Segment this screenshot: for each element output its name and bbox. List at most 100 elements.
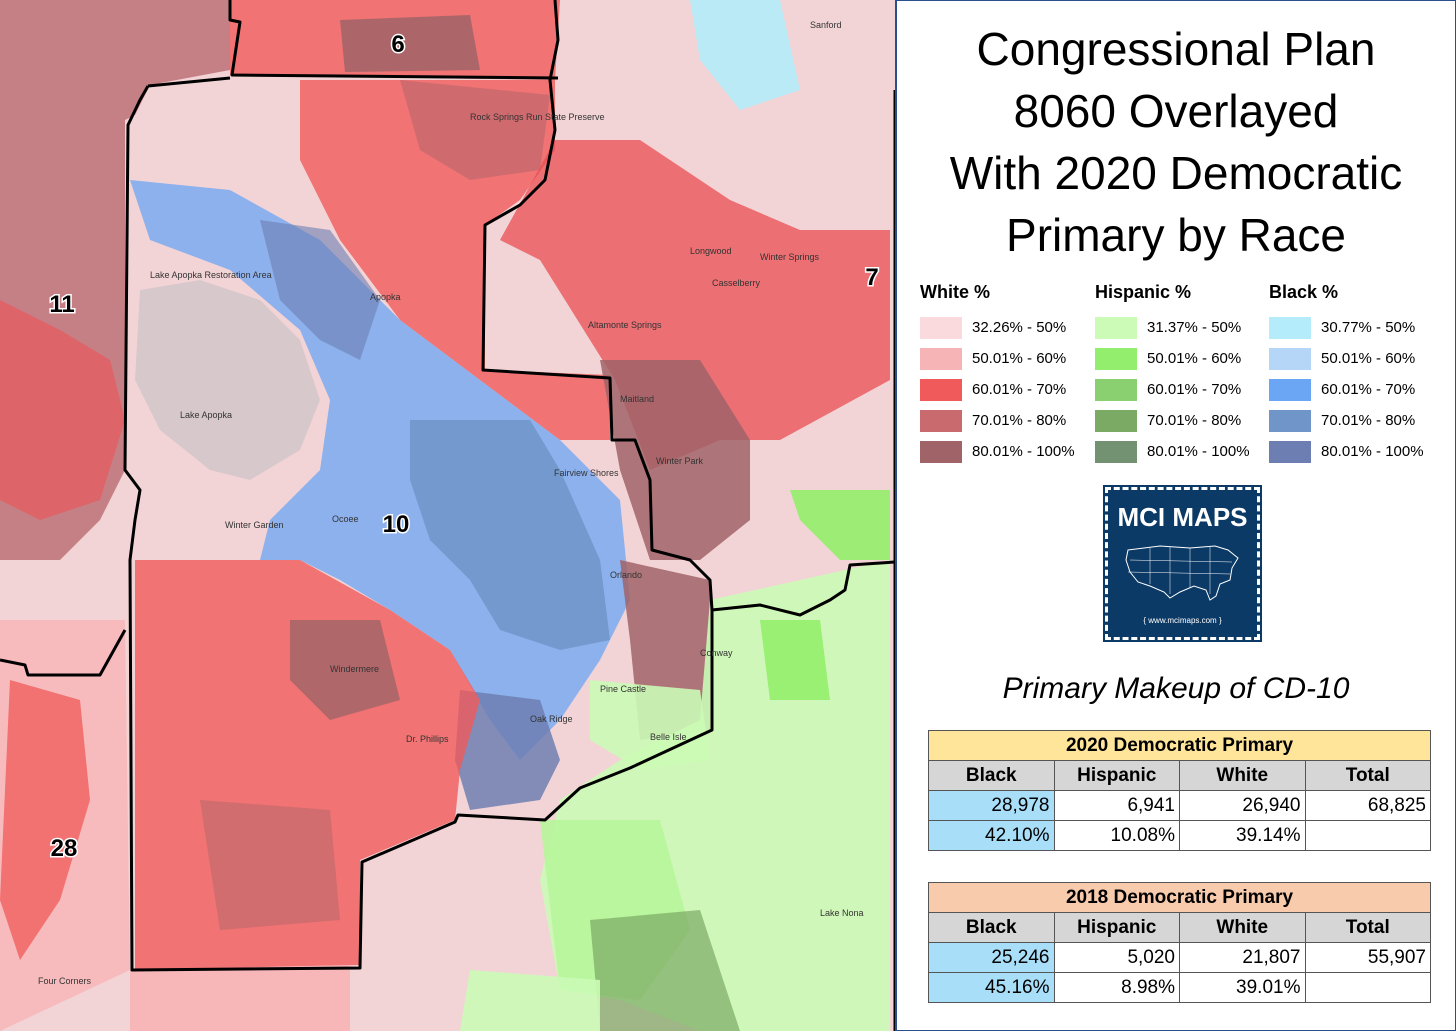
area-district6-dark xyxy=(340,15,480,72)
table-caption: 2020 Democratic Primary xyxy=(928,730,1431,761)
table-cell: 25,246 xyxy=(928,942,1055,973)
legend-item: 31.37% - 50% xyxy=(1095,312,1265,343)
area-hispanic-east xyxy=(760,620,830,700)
legend-label: 50.01% - 60% xyxy=(972,350,1067,367)
legend-swatch xyxy=(920,316,962,339)
column-header: Total xyxy=(1304,912,1431,943)
legend-label: 80.01% - 100% xyxy=(972,443,1075,460)
column-header: White xyxy=(1179,760,1306,791)
place-label: Ocoee xyxy=(332,514,359,524)
legend-swatch xyxy=(1269,440,1311,463)
column-header: Total xyxy=(1304,760,1431,791)
title-line: Primary by Race xyxy=(1006,209,1346,261)
info-panel: Congressional Plan 8060 Overlayed With 2… xyxy=(898,0,1454,1031)
place-label: Winter Park xyxy=(656,456,704,466)
primary-2020-table: 2020 Democratic Primary Black Hispanic W… xyxy=(928,730,1431,851)
area-black-apopka xyxy=(260,220,380,360)
column-header: Black xyxy=(928,760,1055,791)
legend-label: 32.26% - 50% xyxy=(972,319,1067,336)
legend-swatch xyxy=(1095,409,1137,432)
title-line: 8060 Overlayed xyxy=(1013,85,1339,137)
district-map[interactable]: 6 7 10 11 28 Lake Apopka Restoration Are… xyxy=(0,0,895,1031)
title-line: Congressional Plan xyxy=(976,23,1376,75)
us-map-icon xyxy=(1125,545,1239,601)
legend-heading: Hispanic % xyxy=(1095,282,1192,302)
legend-label: 60.01% - 70% xyxy=(1147,381,1242,398)
legend-label: 80.01% - 100% xyxy=(1321,443,1424,460)
legend-item: 50.01% - 60% xyxy=(1095,343,1265,374)
column-header: Hispanic xyxy=(1053,912,1180,943)
table-cell: 6,941 xyxy=(1053,790,1180,821)
table-row: 25,246 5,020 21,807 55,907 xyxy=(928,942,1431,973)
legend-swatch xyxy=(1095,347,1137,370)
area-hispanic-pine-castle xyxy=(590,680,710,770)
place-label: Sanford xyxy=(810,20,842,30)
legend-item: 60.01% - 70% xyxy=(1095,374,1265,405)
place-label: Rock Springs Run State Preserve xyxy=(470,112,605,122)
area-rock-springs xyxy=(400,80,550,180)
place-label: Casselberry xyxy=(712,278,761,288)
column-header: Black xyxy=(928,912,1055,943)
table-cell: 42.10% xyxy=(928,820,1055,851)
map-panel[interactable]: 6 7 10 11 28 Lake Apopka Restoration Are… xyxy=(0,0,897,1031)
lake-apopka xyxy=(135,280,320,480)
logo-url: { www.mcimaps.com } xyxy=(1143,616,1222,625)
place-label: Four Corners xyxy=(38,976,92,986)
legend-item: 70.01% - 80% xyxy=(920,405,1090,436)
legend-swatch xyxy=(1095,440,1137,463)
table-row: 28,978 6,941 26,940 68,825 xyxy=(928,790,1431,821)
legend-swatch xyxy=(920,378,962,401)
area-winter-park xyxy=(600,360,750,560)
table-caption: 2018 Democratic Primary xyxy=(928,882,1431,913)
place-label: Lake Apopka Restoration Area xyxy=(150,270,272,280)
district-label-6: 6 xyxy=(391,31,404,58)
legend-swatch xyxy=(920,440,962,463)
legend-item: 50.01% - 60% xyxy=(920,343,1090,374)
legend-heading: White % xyxy=(920,282,990,302)
area-sanford-black xyxy=(690,0,800,110)
legend-item: 80.01% - 100% xyxy=(920,436,1090,467)
table-row: 45.16% 8.98% 39.01% xyxy=(928,972,1431,1003)
legend-item: 30.77% - 50% xyxy=(1269,312,1439,343)
place-label: Windermere xyxy=(330,664,379,674)
table-cell: 68,825 xyxy=(1304,790,1431,821)
table-cell xyxy=(1304,972,1431,1003)
legend-label: 70.01% - 80% xyxy=(1321,412,1416,429)
district-label-10: 10 xyxy=(383,511,410,538)
table-cell: 26,940 xyxy=(1179,790,1306,821)
table-cell xyxy=(1304,820,1431,851)
map-title: Congressional Plan 8060 Overlayed With 2… xyxy=(898,18,1454,266)
table-cell: 21,807 xyxy=(1179,942,1306,973)
legend-item: 80.01% - 100% xyxy=(1269,436,1439,467)
district-label-7: 7 xyxy=(865,264,878,291)
primary-2018-table: 2018 Democratic Primary Black Hispanic W… xyxy=(928,882,1431,1003)
legend-swatch xyxy=(920,347,962,370)
table-cell: 39.01% xyxy=(1179,972,1306,1003)
area-hispanic-south xyxy=(590,910,740,1031)
legend-label: 31.37% - 50% xyxy=(1147,319,1242,336)
legend-item: 70.01% - 80% xyxy=(1269,405,1439,436)
area-black-core xyxy=(410,420,610,650)
area-northeast-red xyxy=(500,140,890,470)
legend-label: 70.01% - 80% xyxy=(1147,412,1242,429)
place-label: Lake Nona xyxy=(820,908,864,918)
place-label: Winter Garden xyxy=(225,520,284,530)
table-subtitle: Primary Makeup of CD-10 xyxy=(1002,672,1350,705)
legend-label: 60.01% - 70% xyxy=(972,381,1067,398)
place-label: Dr. Phillips xyxy=(406,734,449,744)
place-label: Orlando xyxy=(610,570,642,580)
legend-swatch xyxy=(920,409,962,432)
legend-item: 60.01% - 70% xyxy=(920,374,1090,405)
legend-label: 30.77% - 50% xyxy=(1321,319,1416,336)
legend-item: 50.01% - 60% xyxy=(1269,343,1439,374)
legend-white: White % 32.26% - 50% 50.01% - 60% 60.01%… xyxy=(920,282,1090,467)
area-south-dark xyxy=(200,800,340,930)
district-boundaries xyxy=(0,0,895,1031)
legend-label: 70.01% - 80% xyxy=(972,412,1067,429)
legend-swatch xyxy=(1269,316,1311,339)
column-header: Hispanic xyxy=(1053,760,1180,791)
legend-swatch xyxy=(1269,378,1311,401)
legend-heading: Black % xyxy=(1269,282,1339,302)
legend-hispanic: Hispanic % 31.37% - 50% 50.01% - 60% 60.… xyxy=(1095,282,1265,467)
table-cell: 28,978 xyxy=(928,790,1055,821)
